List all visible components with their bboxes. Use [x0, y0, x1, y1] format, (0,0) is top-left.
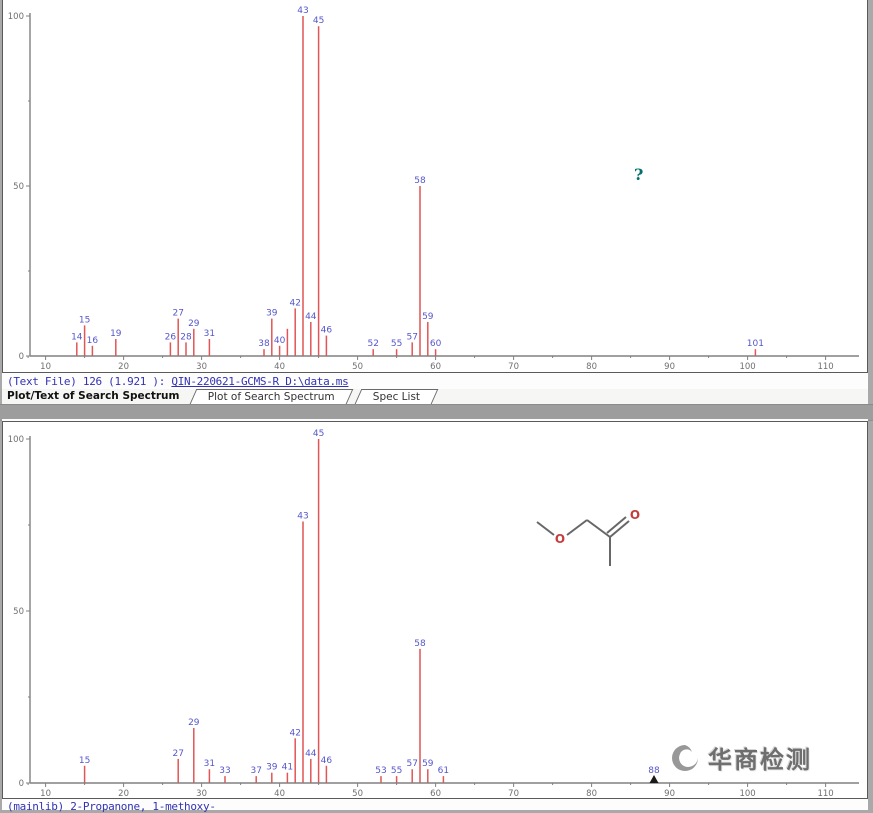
tab-1[interactable]: Plot of Search Spectrum: [190, 389, 354, 404]
tab-label-2: Spec List: [373, 391, 421, 403]
svg-text:10: 10: [40, 789, 51, 796]
peak-label-52: 52: [367, 339, 378, 349]
svg-text:80: 80: [586, 789, 597, 796]
svg-text:100: 100: [8, 435, 24, 445]
peak-label-43: 43: [297, 512, 308, 522]
peak-label-26: 26: [165, 332, 177, 342]
tab-2[interactable]: Spec List: [355, 389, 439, 404]
peak-label-61: 61: [438, 766, 449, 776]
svg-text:40: 40: [274, 362, 285, 370]
peak-label-16: 16: [87, 336, 99, 346]
peak-label-44: 44: [305, 749, 317, 759]
watermark-text: 华商检测: [708, 746, 812, 774]
peak-label-31: 31: [204, 329, 215, 339]
svg-text:0: 0: [19, 779, 24, 789]
svg-text:70: 70: [508, 789, 519, 796]
peak-label-60: 60: [430, 339, 442, 349]
peak-label-55: 55: [391, 339, 402, 349]
peak-label-59: 59: [422, 759, 434, 769]
spectrum-tab-bar: Plot/Text of Search Spectrum Plot of Sear…: [2, 389, 868, 405]
ether-oxygen-atom: O: [555, 532, 565, 546]
svg-text:50: 50: [13, 607, 24, 617]
peak-label-46: 46: [321, 326, 333, 336]
svg-text:30: 30: [196, 362, 207, 370]
peak-label-19: 19: [110, 329, 122, 339]
peak-label-39: 39: [266, 309, 278, 319]
peak-label-41: 41: [282, 763, 293, 773]
peak-label-53: 53: [375, 766, 386, 776]
svg-text:60: 60: [430, 362, 441, 370]
tab-label-1: Plot of Search Spectrum: [208, 391, 336, 403]
svg-text:100: 100: [8, 12, 24, 22]
search-spectrum-pane: 0 50 100 10 20 30 40 50 60 70 80 90 100 110 14 15 16 19 26…: [2, 0, 868, 405]
search-spectrum-plot: 0 50 100 10 20 30 40 50 60 70 80 90 100 110 14 15 16 19 26…: [2, 0, 868, 373]
svg-text:30: 30: [196, 789, 207, 796]
svg-text:20: 20: [118, 789, 129, 796]
svg-text:90: 90: [664, 362, 675, 370]
peak-label-31: 31: [204, 759, 215, 769]
peak-label-29: 29: [188, 718, 200, 728]
peak-label-101: 101: [747, 339, 764, 349]
peak-label-58: 58: [414, 176, 426, 186]
svg-text:40: 40: [274, 789, 285, 796]
svg-text:90: 90: [664, 789, 675, 796]
svg-text:100: 100: [739, 789, 755, 796]
svg-text:110: 110: [817, 789, 833, 796]
tab-active-0[interactable]: Plot/Text of Search Spectrum: [7, 390, 180, 402]
peak-label-28: 28: [180, 332, 192, 342]
library-hit-caption: (mainlib) 2-Propanone, 1-methoxy-: [7, 800, 216, 813]
peak-label-57: 57: [406, 332, 417, 342]
peak-label-42: 42: [289, 728, 300, 738]
caption-scan-info: (Text File) 126 (1.921 ):: [7, 375, 172, 388]
svg-text:50: 50: [13, 182, 24, 192]
peak-label-39: 39: [266, 763, 278, 773]
peak-label-59: 59: [422, 312, 434, 322]
svg-text:0: 0: [19, 352, 24, 362]
search-spectrum-chart: 0 50 100 10 20 30 40 50 60 70 80 90 100 110 14 15 16 19 26…: [8, 6, 859, 370]
svg-text:110: 110: [817, 362, 833, 370]
peak-label-27: 27: [172, 309, 183, 319]
caption-file-link[interactable]: QIN-220621-GCMS-R D:\data.ms: [171, 375, 349, 388]
molecule-bonds: [536, 516, 630, 566]
peak-label-55: 55: [391, 766, 402, 776]
peak-label-27: 27: [172, 749, 183, 759]
search-spectrum-caption: (Text File) 126 (1.921 ): QIN-220621-GCM…: [7, 375, 349, 388]
peak-label-14: 14: [71, 332, 83, 342]
svg-text:10: 10: [40, 362, 51, 370]
svg-text:80: 80: [586, 362, 597, 370]
peak-label-88: 88: [648, 766, 660, 776]
unknown-query-mark: ?: [634, 165, 644, 184]
swirl-logo-icon: [672, 744, 698, 771]
library-spectrum-pane: 0 50 100 10 20 30 40 50 60 70 80 90 100 110 15 27 29 31 33…: [2, 419, 868, 813]
peak-label-44: 44: [305, 312, 317, 322]
molecule-structure: O O: [536, 508, 640, 566]
library-spectrum-plot: 0 50 100 10 20 30 40 50 60 70 80 90 100 110 15 27 29 31 33…: [2, 421, 868, 799]
svg-text:70: 70: [508, 362, 519, 370]
peak-label-42: 42: [289, 298, 300, 308]
peak-label-29: 29: [188, 319, 200, 329]
svg-text:50: 50: [352, 362, 363, 370]
peak-label-43: 43: [297, 6, 308, 16]
peak-label-15: 15: [79, 756, 90, 766]
svg-text:20: 20: [118, 362, 129, 370]
peak-label-38: 38: [258, 339, 270, 349]
peak-label-45: 45: [313, 16, 324, 26]
carbonyl-oxygen-atom: O: [630, 508, 640, 522]
peak-label-40: 40: [274, 336, 286, 346]
svg-text:50: 50: [352, 789, 363, 796]
molecular-ion-marker: [649, 775, 659, 783]
peak-label-33: 33: [219, 766, 230, 776]
library-spectrum-chart: 0 50 100 10 20 30 40 50 60 70 80 90 100 110 15 27 29 31 33…: [8, 429, 859, 796]
svg-text:60: 60: [430, 789, 441, 796]
peak-label-37: 37: [250, 766, 261, 776]
peak-label-46: 46: [321, 756, 333, 766]
peak-label-15: 15: [79, 315, 90, 325]
svg-text:100: 100: [739, 362, 755, 370]
peak-label-58: 58: [414, 639, 426, 649]
peak-label-45: 45: [313, 429, 324, 439]
watermark: 华商检测: [668, 740, 812, 775]
peak-label-57: 57: [406, 759, 417, 769]
